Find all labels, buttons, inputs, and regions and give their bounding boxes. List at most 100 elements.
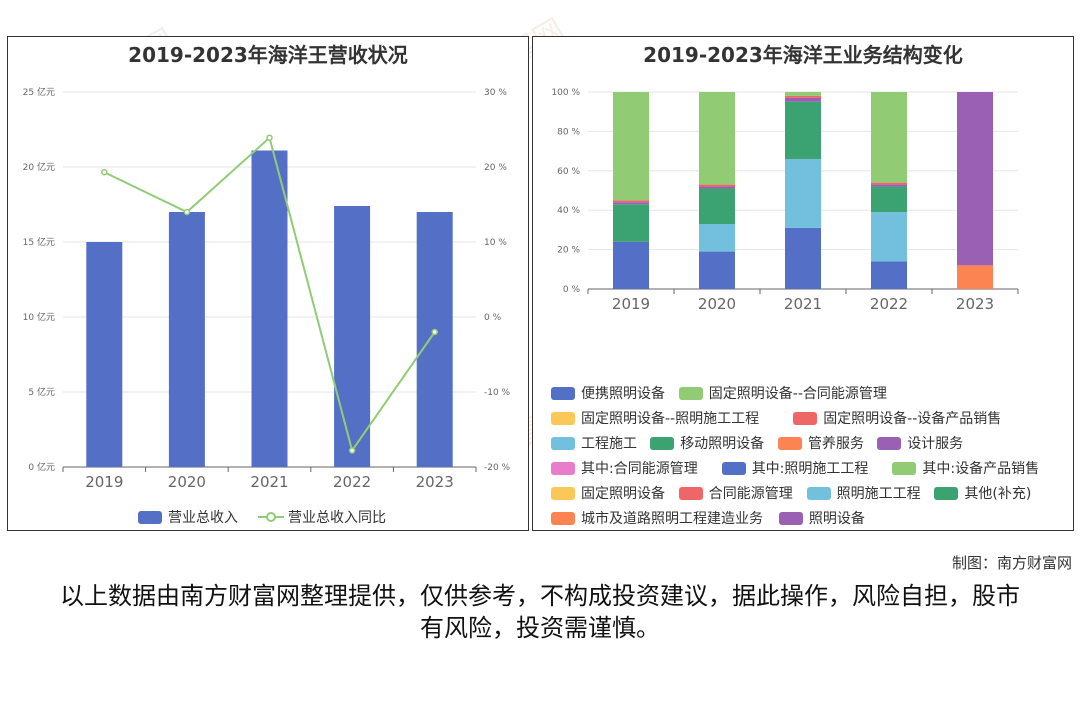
structure-legend: 便携照明设备 固定照明设备--合同能源管理 固定照明设备--照明施工工程 固定照明设备…: [551, 383, 1071, 528]
x-tick-label: 2019: [612, 295, 650, 313]
y-tick-label: 80 %: [557, 127, 580, 137]
legend-label: 便携照明设备: [581, 386, 665, 402]
legend-swatch: [551, 461, 575, 475]
revenue-yoy-point[interactable]: [348, 447, 356, 454]
stacked-bar-segment[interactable]: [785, 101, 821, 159]
y-left-tick-label: 25 亿元: [23, 86, 55, 98]
legend-label: 移动照明设备: [680, 436, 765, 452]
stacked-bar-segment[interactable]: [871, 186, 907, 213]
legend-swatch-revenue: [138, 510, 162, 524]
stacked-bar-segment[interactable]: [957, 265, 993, 289]
stacked-bar-segment[interactable]: [699, 184, 735, 187]
stacked-bar-segment[interactable]: [699, 186, 735, 189]
legend-label: 其中:设备产品销售: [922, 461, 1040, 477]
legend-swatch: [678, 386, 703, 400]
stacked-bar-segment[interactable]: [871, 212, 907, 262]
legend-item[interactable]: 移动照明设备: [650, 433, 764, 453]
legend-label: 固定照明设备--照明施工工程: [581, 411, 760, 427]
x-tick-label: 2022: [333, 473, 371, 491]
legend-label-revenue-yoy: 营业总收入同比: [288, 510, 386, 526]
x-tick-label: 2019: [85, 473, 123, 491]
y-left-tick-label: 0 亿元: [28, 461, 55, 473]
stacked-bar-segment[interactable]: [613, 202, 649, 205]
x-tick-label: 2023: [956, 295, 994, 313]
legend-swatch: [721, 461, 746, 475]
legend-swatch: [806, 486, 831, 500]
stacked-bar-segment[interactable]: [871, 92, 907, 183]
stacked-bar-segment[interactable]: [785, 158, 821, 228]
legend-label: 照明施工工程: [836, 486, 921, 502]
legend-item[interactable]: 便携照明设备: [551, 383, 665, 403]
stacked-bar-segment[interactable]: [613, 200, 649, 203]
stacked-bar-segment[interactable]: [871, 261, 907, 289]
legend-item[interactable]: 固定照明设备--设备产品销售: [793, 408, 1001, 428]
legend-item[interactable]: 合同能源管理: [678, 483, 793, 503]
y-right-tick-label: 20 %: [484, 163, 507, 173]
legend-item[interactable]: 照明施工工程: [806, 483, 921, 503]
stacked-bar-segment[interactable]: [785, 92, 821, 96]
legend-label: 其中:合同能源管理: [581, 461, 698, 477]
stacked-bar-segment[interactable]: [871, 184, 907, 187]
legend-line-icon: [258, 512, 284, 522]
revenue-yoy-point[interactable]: [183, 208, 191, 216]
legend-swatch: [678, 486, 703, 500]
legend-swatch: [793, 411, 818, 425]
legend-label: 城市及道路照明工程建造业务: [581, 511, 763, 527]
legend-swatch: [551, 511, 575, 525]
legend-item[interactable]: 其中:设备产品销售: [892, 458, 1039, 478]
x-tick-label: 2023: [416, 473, 454, 491]
legend-item[interactable]: 其中:合同能源管理: [551, 458, 698, 478]
x-tick-label: 2020: [698, 295, 736, 313]
structure-chart-panel: 2019-2023年海洋王业务结构变化 0 % 20 % 40 % 60 % 80 % 1…: [532, 36, 1074, 531]
legend-label: 固定照明设备: [581, 486, 665, 502]
stacked-bar-segment[interactable]: [613, 92, 649, 201]
legend-item-revenue-yoy[interactable]: 营业总收入同比: [258, 507, 386, 527]
legend-item[interactable]: 固定照明设备--合同能源管理: [678, 383, 887, 403]
legend-item[interactable]: 其中:照明施工工程: [721, 458, 868, 478]
stacked-bar-segment[interactable]: [957, 92, 993, 266]
legend-swatch: [551, 386, 575, 400]
stacked-bar-segment[interactable]: [613, 204, 649, 242]
legend-item[interactable]: 固定照明设备--照明施工工程: [551, 408, 759, 428]
y-tick-label: 20 %: [557, 246, 580, 256]
legend-item-revenue[interactable]: 营业总收入: [138, 507, 238, 527]
legend-label: 合同能源管理: [708, 486, 793, 502]
x-tick-label: 2020: [168, 473, 206, 491]
revenue-bar[interactable]: [168, 212, 205, 467]
stacked-bar-segment[interactable]: [699, 223, 735, 252]
revenue-yoy-point[interactable]: [266, 134, 273, 141]
x-tick-label: 2022: [870, 295, 908, 313]
y-left-tick-label: 10 亿元: [23, 311, 55, 323]
legend-swatch: [934, 486, 959, 500]
revenue-bar[interactable]: [334, 206, 371, 467]
revenue-bar[interactable]: [251, 150, 288, 468]
legend-item[interactable]: 城市及道路照明工程建造业务: [551, 508, 763, 528]
stacked-bar-segment[interactable]: [785, 97, 821, 102]
legend-label: 照明设备: [808, 511, 865, 527]
revenue-bar[interactable]: [86, 242, 123, 467]
stacked-bar-segment[interactable]: [613, 241, 649, 289]
legend-swatch: [778, 436, 802, 450]
legend-item[interactable]: 工程施工: [551, 433, 637, 453]
y-left-tick-label: 20 亿元: [23, 161, 55, 173]
y-tick-label: 0 %: [563, 285, 581, 295]
revenue-yoy-point[interactable]: [101, 169, 108, 176]
legend-swatch: [551, 411, 575, 425]
stacked-bar-segment[interactable]: [699, 92, 735, 185]
y-right-tick-label: 10 %: [484, 238, 507, 248]
revenue-bar[interactable]: [416, 212, 453, 467]
stacked-bar-segment[interactable]: [699, 251, 735, 289]
legend-label: 管养服务: [808, 436, 864, 452]
legend-item[interactable]: 管养服务: [778, 433, 864, 453]
revenue-yoy-point[interactable]: [431, 328, 438, 336]
stacked-bar-segment[interactable]: [785, 95, 821, 98]
legend-item[interactable]: 固定照明设备: [551, 483, 665, 503]
stacked-bar-segment[interactable]: [785, 227, 821, 289]
legend-item[interactable]: 其他(补充): [934, 483, 1031, 503]
legend-item[interactable]: 设计服务: [877, 433, 963, 453]
structure-chart-title: 2019-2023年海洋王业务结构变化: [643, 43, 963, 67]
stacked-bar-segment[interactable]: [871, 182, 907, 185]
legend-swatch: [551, 486, 575, 500]
legend-item[interactable]: 照明设备: [778, 508, 865, 528]
stacked-bar-segment[interactable]: [699, 188, 735, 224]
